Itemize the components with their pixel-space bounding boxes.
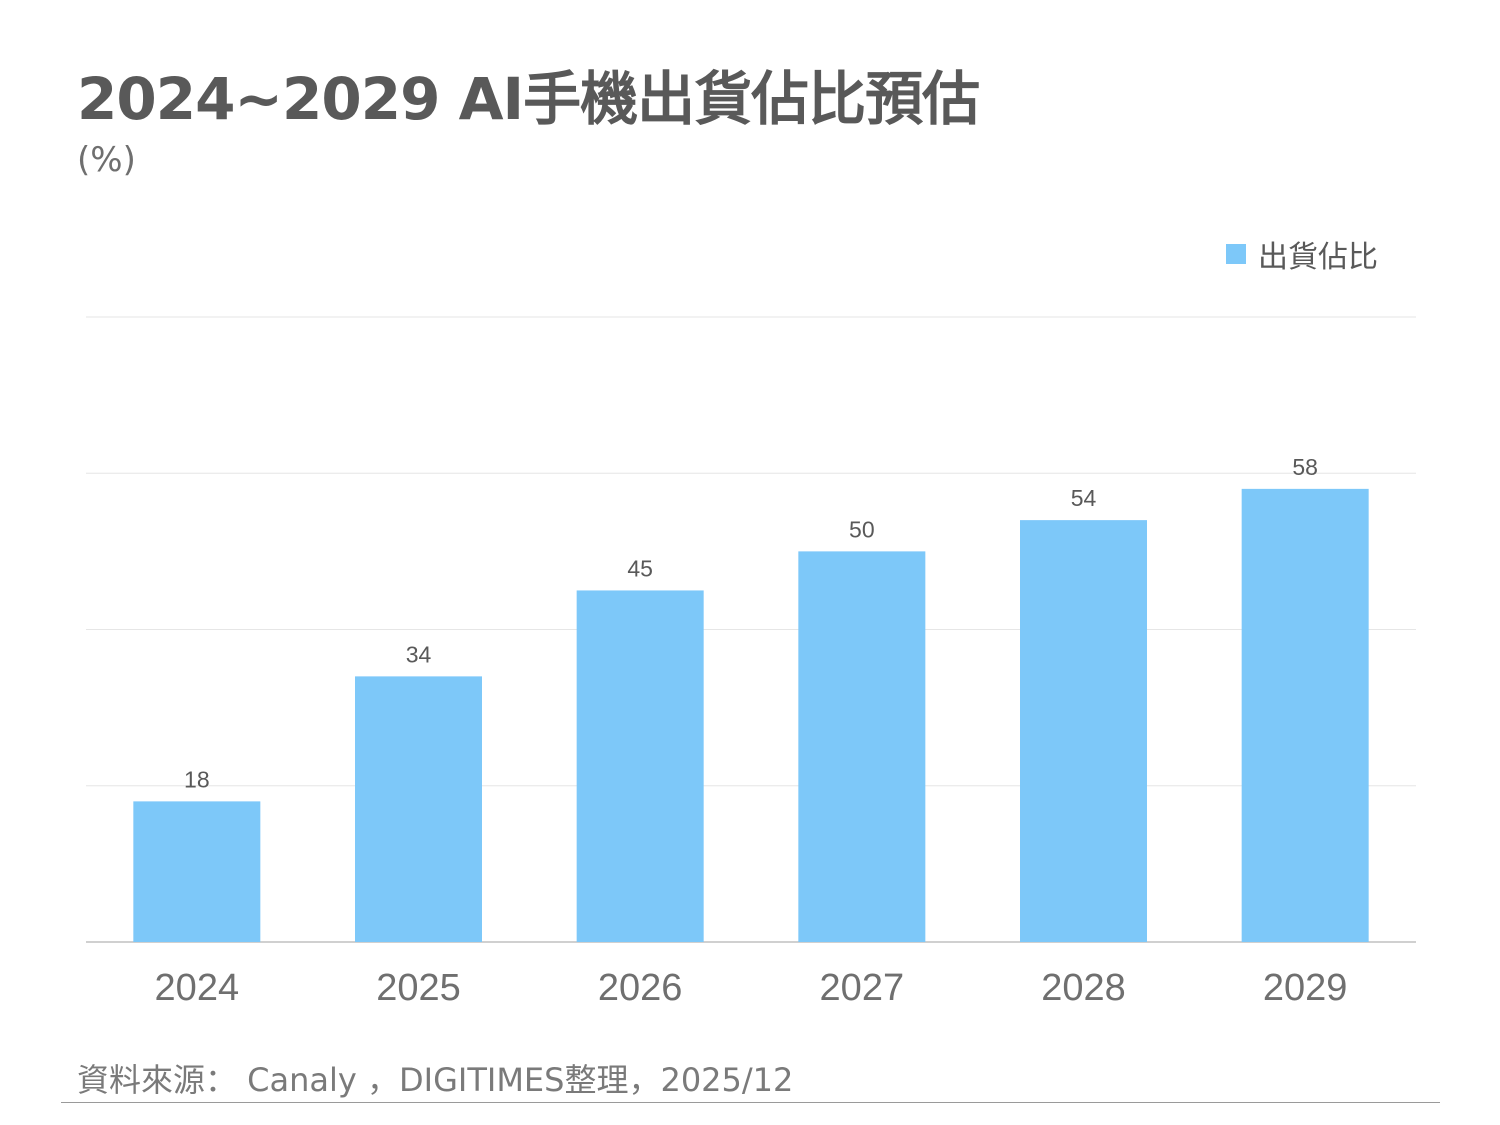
bar-2029 <box>1241 488 1369 942</box>
legend-label: 出貨佔比 <box>1258 240 1378 275</box>
x-tick-label-2024: 2024 <box>155 967 240 1009</box>
unit-label: (%) <box>77 140 136 180</box>
source-note: 資料來源： Canaly ，DIGITIMES整理，2025/12 <box>77 1061 794 1099</box>
bar-2028 <box>1020 520 1147 942</box>
bar-2026 <box>576 590 704 942</box>
data-label-2024: 18 <box>184 766 210 792</box>
data-label-2026: 45 <box>627 555 653 581</box>
x-tick-label-2028: 2028 <box>1041 967 1126 1009</box>
x-tick-label-2027: 2027 <box>820 967 905 1009</box>
data-label-2029: 58 <box>1292 454 1318 480</box>
data-label-2028: 54 <box>1071 485 1097 511</box>
x-tick-label-2026: 2026 <box>598 967 683 1009</box>
data-label-2025: 34 <box>406 641 432 667</box>
footer-divider <box>61 1102 1440 1103</box>
legend: 出貨佔比 <box>1226 232 1378 276</box>
legend-swatch <box>1226 244 1246 264</box>
bar-2024 <box>133 801 261 942</box>
bar-2025 <box>355 676 482 942</box>
data-label-2027: 50 <box>849 516 875 542</box>
x-tick-label-2029: 2029 <box>1263 967 1348 1009</box>
chart-title: 2024~2029 AI手機出貨佔比預估 <box>77 65 980 133</box>
bar-2027 <box>798 551 926 942</box>
x-tick-label-2025: 2025 <box>376 967 461 1009</box>
